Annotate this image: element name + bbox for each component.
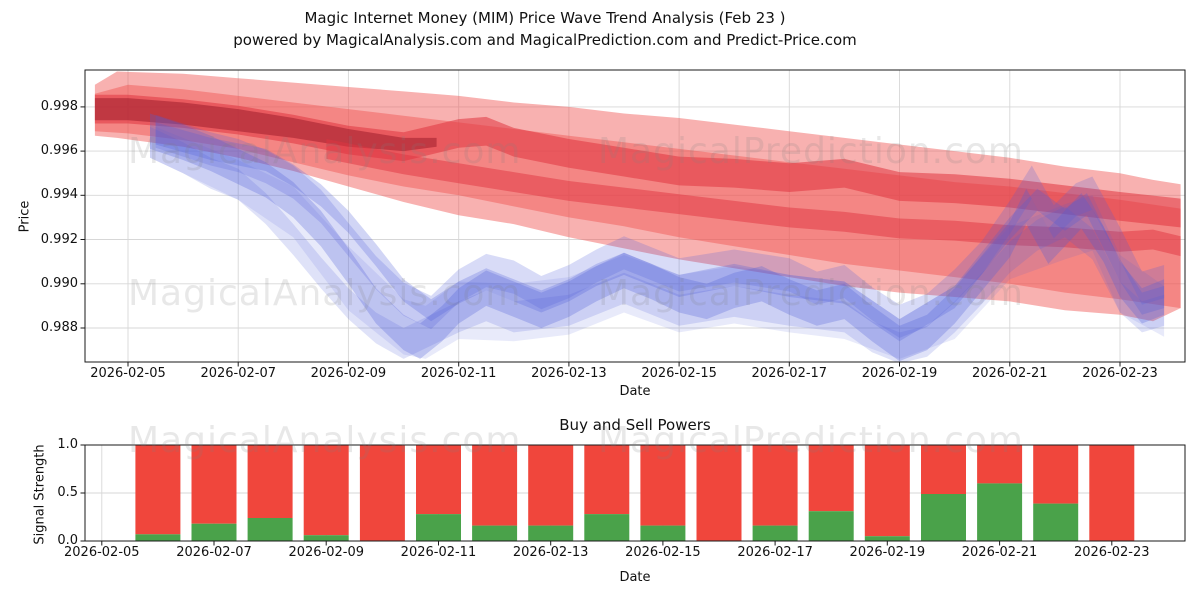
buy-power-bar — [416, 514, 461, 541]
blue-wave-5 — [155, 122, 1165, 342]
y-tick-label: 0.990 — [40, 275, 78, 291]
sell-power-bar — [1089, 445, 1135, 541]
x-tick-label: 2026-02-15 — [641, 366, 717, 381]
sell-power-bar — [921, 445, 966, 494]
watermark-prediction-2: MagicalPrediction.com — [598, 273, 1024, 314]
watermark-analysis-3: MagicalAnalysis.com — [128, 420, 522, 461]
red-core-lower — [326, 139, 1181, 257]
sell-power-bar — [864, 445, 910, 537]
price-chart-axes — [80, 69, 1186, 367]
x-tick-label: 2026-02-05 — [90, 366, 166, 381]
sell-power-bar — [359, 445, 405, 541]
price-plot-border — [84, 69, 1186, 363]
buy-power-bar — [303, 535, 349, 541]
sell-power-bar — [752, 445, 798, 526]
buy-power-bar — [752, 525, 798, 541]
sell-power-bar — [696, 445, 742, 541]
watermark-analysis-2: MagicalAnalysis.com — [128, 273, 522, 314]
sell-power-bar — [247, 445, 293, 518]
x-tick-label: 2026-02-19 — [861, 366, 938, 381]
sell-power-bar — [135, 445, 181, 535]
watermark-prediction-3: MagicalPrediction.com — [598, 420, 1024, 461]
sell-power-bar — [584, 445, 630, 515]
y-tick-label: 0.988 — [40, 319, 78, 335]
sell-power-bar — [416, 445, 461, 515]
buy-power-bar — [584, 514, 630, 541]
y-tick-label: 0.0 — [57, 533, 78, 548]
sell-power-bar — [1033, 445, 1079, 504]
y-tick-label: 0.994 — [40, 187, 78, 203]
x-tick-label: 2026-02-13 — [531, 366, 607, 381]
buy-power-bar — [864, 536, 910, 541]
buy-power-bar — [191, 523, 237, 541]
buy-power-bar — [1033, 503, 1079, 541]
x-tick-label: 2026-02-19 — [849, 545, 926, 560]
buy-power-bar — [640, 525, 686, 541]
watermark-prediction-1: MagicalPrediction.com — [598, 131, 1024, 172]
sell-power-bar — [977, 445, 1023, 484]
buy-power-bar — [472, 525, 518, 541]
sell-power-bar — [640, 445, 686, 526]
x-tick-label: 2026-02-17 — [751, 366, 828, 381]
watermark-analysis-1: MagicalAnalysis.com — [128, 131, 522, 172]
signals-chart-title: Buy and Sell Powers — [559, 416, 711, 434]
page-title: Magic Internet Money (MIM) Price Wave Tr… — [304, 9, 786, 27]
x-tick-label: 2026-02-07 — [200, 366, 276, 381]
y-tick-label: 0.996 — [40, 143, 78, 159]
sell-power-bar — [191, 445, 237, 524]
x-tick-label: 2026-02-21 — [971, 366, 1048, 381]
x-tick-label: 2026-02-11 — [400, 545, 477, 560]
buy-power-bar — [921, 494, 966, 541]
x-tick-label: 2026-02-07 — [176, 545, 252, 560]
buy-power-bar — [528, 525, 574, 541]
buy-power-bar — [977, 483, 1023, 541]
y-tick-label: 0.998 — [40, 98, 78, 114]
sell-power-bar — [528, 445, 574, 526]
y-tick-label: 1.0 — [57, 437, 78, 452]
x-tick-label: 2026-02-09 — [288, 545, 365, 560]
red-core-dark-left — [94, 98, 437, 152]
x-tick-label: 2026-02-15 — [625, 545, 701, 560]
x-tick-label: 2026-02-21 — [961, 545, 1038, 560]
blue-wave-3 — [150, 126, 1165, 362]
x-tick-label: 2026-02-17 — [737, 545, 813, 560]
y-tick-label: 0.992 — [40, 231, 78, 247]
buy-power-bar — [135, 534, 181, 541]
buy-power-bar — [247, 518, 293, 541]
signal-chart-axes — [80, 444, 1186, 546]
signal-bars — [135, 445, 1135, 541]
price-wave-bands — [94, 71, 1181, 362]
x-tick-label: 2026-02-11 — [420, 366, 497, 381]
page-subtitle: powered by MagicalAnalysis.com and Magic… — [233, 31, 857, 49]
date-axis-label-bottom: Date — [619, 570, 651, 585]
sell-power-bar — [303, 445, 349, 536]
x-tick-label: 2026-02-23 — [1073, 545, 1150, 560]
sell-power-bar — [808, 445, 854, 512]
blue-wave-envelope — [150, 124, 1165, 359]
x-tick-label: 2026-02-09 — [310, 366, 387, 381]
date-axis-label-top: Date — [619, 384, 651, 399]
buy-power-bar — [808, 511, 854, 541]
y-tick-label: 0.5 — [57, 485, 78, 500]
x-tick-label: 2026-02-23 — [1082, 366, 1158, 381]
sell-power-bar — [472, 445, 518, 526]
x-tick-label: 2026-02-05 — [64, 545, 140, 560]
red-core-upper — [94, 94, 1181, 228]
x-tick-label: 2026-02-13 — [512, 545, 589, 560]
